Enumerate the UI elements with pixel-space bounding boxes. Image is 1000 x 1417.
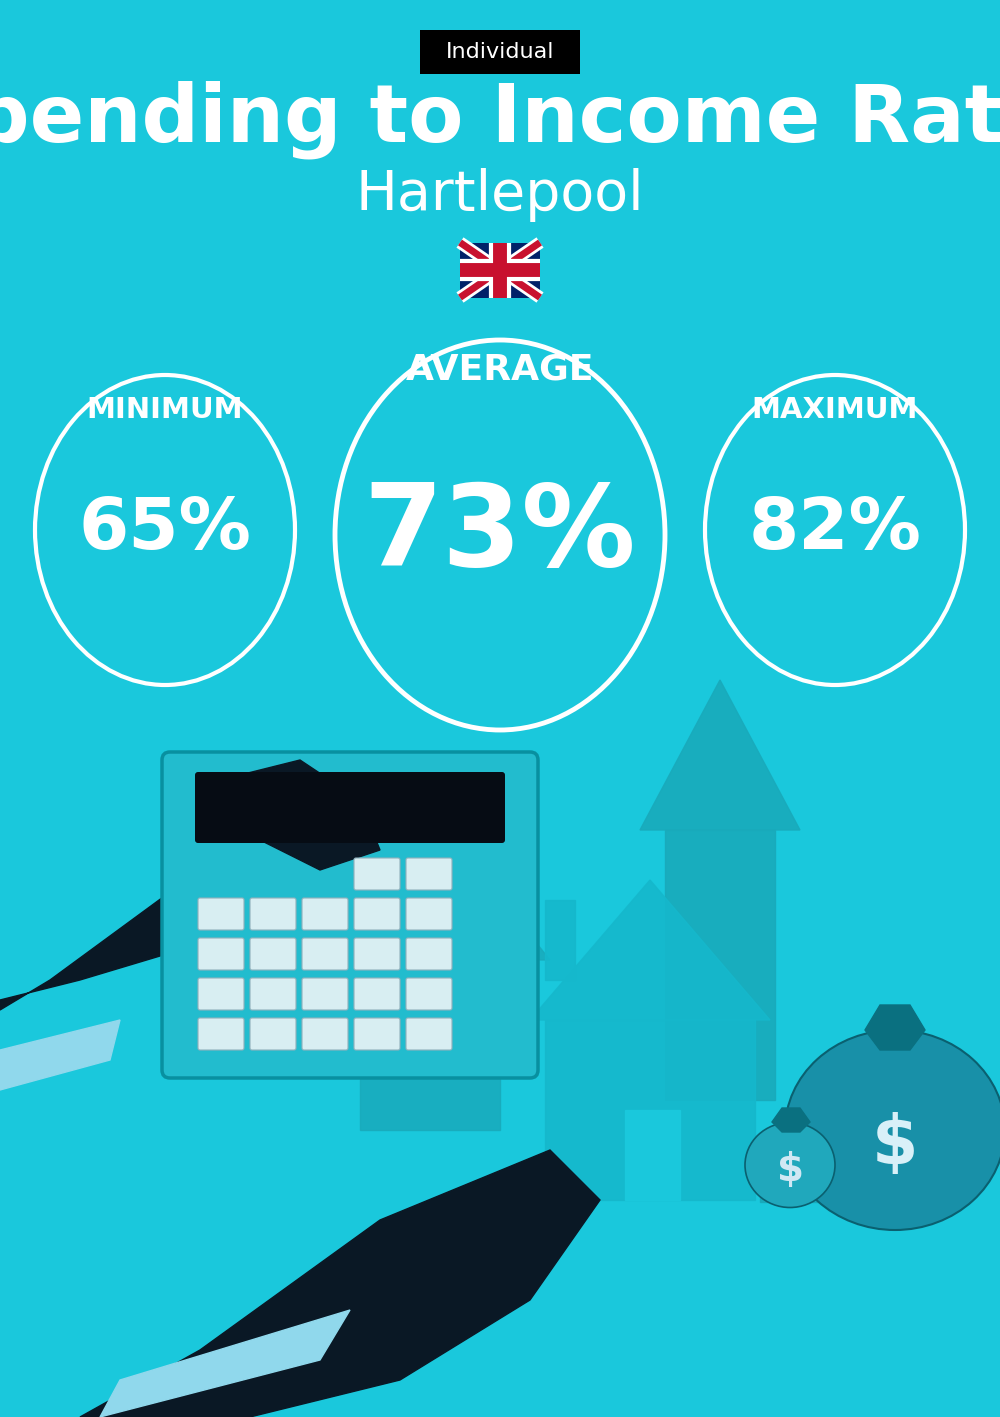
FancyBboxPatch shape <box>198 898 244 930</box>
Polygon shape <box>545 900 575 981</box>
Text: AVERAGE: AVERAGE <box>406 353 594 387</box>
FancyBboxPatch shape <box>354 978 400 1010</box>
Polygon shape <box>80 1151 600 1417</box>
Polygon shape <box>760 1190 860 1202</box>
Polygon shape <box>0 1020 120 1090</box>
Polygon shape <box>545 1020 755 1200</box>
Polygon shape <box>100 1309 350 1417</box>
FancyBboxPatch shape <box>162 752 538 1078</box>
Text: 73%: 73% <box>364 479 636 591</box>
FancyBboxPatch shape <box>195 772 505 843</box>
Polygon shape <box>640 680 800 830</box>
FancyBboxPatch shape <box>302 1017 348 1050</box>
Polygon shape <box>360 959 500 1129</box>
Text: Individual: Individual <box>446 43 554 62</box>
Ellipse shape <box>785 1030 1000 1230</box>
FancyBboxPatch shape <box>198 978 244 1010</box>
FancyBboxPatch shape <box>302 938 348 971</box>
FancyBboxPatch shape <box>198 1017 244 1050</box>
FancyBboxPatch shape <box>354 898 400 930</box>
FancyBboxPatch shape <box>198 938 244 971</box>
Polygon shape <box>0 760 360 1010</box>
Polygon shape <box>865 1005 925 1050</box>
FancyBboxPatch shape <box>406 859 452 890</box>
FancyBboxPatch shape <box>250 898 296 930</box>
Polygon shape <box>665 830 775 1100</box>
FancyBboxPatch shape <box>420 30 580 74</box>
FancyBboxPatch shape <box>460 242 540 298</box>
Text: Hartlepool: Hartlepool <box>356 169 644 222</box>
Polygon shape <box>760 1145 860 1158</box>
FancyBboxPatch shape <box>302 978 348 1010</box>
Text: $: $ <box>872 1112 918 1178</box>
Text: $: $ <box>776 1151 804 1189</box>
Polygon shape <box>760 1161 860 1172</box>
Text: MINIMUM: MINIMUM <box>87 395 243 424</box>
Polygon shape <box>625 1110 680 1200</box>
Polygon shape <box>530 880 770 1020</box>
Text: 82%: 82% <box>749 496 921 564</box>
FancyBboxPatch shape <box>250 1017 296 1050</box>
Text: Spending to Income Ratio: Spending to Income Ratio <box>0 81 1000 159</box>
FancyBboxPatch shape <box>354 859 400 890</box>
FancyBboxPatch shape <box>250 938 296 971</box>
FancyBboxPatch shape <box>354 938 400 971</box>
Polygon shape <box>220 760 380 870</box>
FancyBboxPatch shape <box>406 978 452 1010</box>
FancyBboxPatch shape <box>354 1017 400 1050</box>
Text: MAXIMUM: MAXIMUM <box>752 395 918 424</box>
Text: 65%: 65% <box>79 496 251 564</box>
Ellipse shape <box>745 1122 835 1207</box>
Polygon shape <box>310 811 550 959</box>
FancyBboxPatch shape <box>406 898 452 930</box>
FancyBboxPatch shape <box>406 938 452 971</box>
FancyBboxPatch shape <box>302 898 348 930</box>
Polygon shape <box>772 1108 810 1132</box>
FancyBboxPatch shape <box>406 1017 452 1050</box>
FancyBboxPatch shape <box>250 978 296 1010</box>
Polygon shape <box>760 1175 860 1187</box>
